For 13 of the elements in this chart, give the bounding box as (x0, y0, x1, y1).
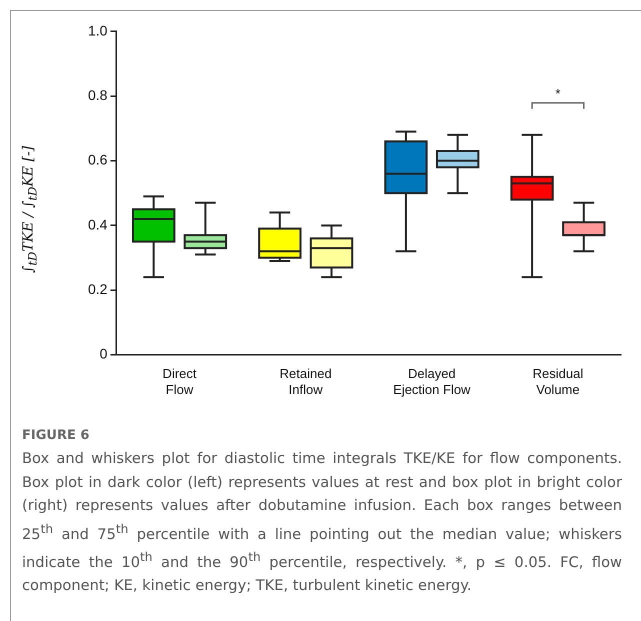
text: Box and whiskers plot for diastolic time integrals TKE/KE for flow components. Box plot in dark color (left) represents values at rest and box plot in bright color (right) represents values after dobutamine infusion. Each box ranges between 25$^{th}$ and 75$^{th}$ percentile with a line pointing out the median value; whiskers indicate the 10$^{th}$ and the 90$^{th}$ percentile, respectively. *, p ≤ 0.05. FC, flow component; KE, kinetic energy; TKE, turbulent kinetic energy. (22, 450, 622, 594)
y-tick-label: 0.6 (88, 152, 108, 168)
x-tick-label: Retained Inflow (280, 366, 332, 397)
y-tick-label: 1.0 (88, 22, 108, 38)
y-tick-label: 0 (100, 346, 108, 362)
caption: FIGURE 6 (22, 428, 90, 443)
y-tick-label: 0.8 (88, 86, 108, 103)
y-tick-label: 0.4 (88, 216, 108, 232)
x-tick-label: Direct Flow (162, 366, 197, 397)
annotation: * (555, 86, 560, 101)
x-tick-label: Delayed Ejection Flow (393, 366, 472, 397)
y-tick-label: 0.2 (88, 280, 108, 297)
x-tick-label: Residual Volume (532, 366, 584, 397)
